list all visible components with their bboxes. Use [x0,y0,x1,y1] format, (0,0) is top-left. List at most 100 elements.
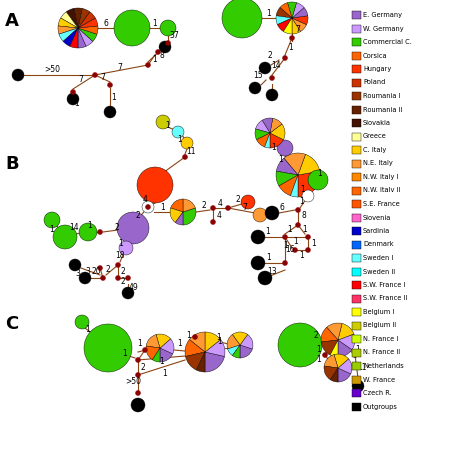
Text: 1: 1 [88,221,92,230]
Wedge shape [324,355,338,368]
Circle shape [210,206,216,211]
Wedge shape [255,120,270,133]
Text: 8: 8 [160,50,164,60]
Wedge shape [292,3,304,18]
Wedge shape [338,334,355,350]
Text: Corsica: Corsica [363,53,388,58]
Bar [352,132,361,141]
Text: Poland: Poland [363,79,385,85]
Circle shape [117,212,149,244]
Text: 18: 18 [115,251,125,260]
Circle shape [69,259,81,271]
Wedge shape [321,340,338,355]
Wedge shape [284,153,306,175]
Text: 1: 1 [74,100,79,109]
Text: 1: 1 [272,144,276,153]
Circle shape [283,56,288,61]
Circle shape [136,357,140,362]
Text: 1: 1 [165,120,170,129]
Text: Netherlands: Netherlands [363,363,404,369]
Text: A: A [5,12,19,30]
Circle shape [306,247,310,252]
Bar [352,200,361,208]
Text: 7: 7 [100,72,105,82]
Circle shape [270,75,274,80]
Text: N. France I: N. France I [363,336,398,342]
Wedge shape [330,340,338,357]
Text: 2: 2 [201,201,206,210]
Circle shape [12,69,24,81]
Circle shape [295,223,301,228]
Text: 2: 2 [141,362,146,371]
Text: 2: 2 [115,223,119,232]
Bar [352,106,361,114]
Circle shape [251,256,265,270]
Wedge shape [146,346,160,360]
Wedge shape [240,345,252,358]
Wedge shape [232,345,240,358]
Circle shape [283,260,288,265]
Circle shape [131,398,145,412]
Circle shape [259,62,271,74]
Text: 11: 11 [357,362,367,371]
Text: 1: 1 [356,344,360,353]
Text: 14: 14 [69,224,79,233]
Bar [352,389,361,397]
Bar [352,38,361,46]
Wedge shape [228,345,240,356]
Bar [352,25,361,32]
Wedge shape [288,2,297,18]
Text: 2: 2 [120,277,126,286]
Circle shape [92,72,98,78]
Wedge shape [170,208,183,223]
Wedge shape [185,339,205,357]
Wedge shape [156,334,171,348]
Wedge shape [66,9,78,28]
Bar [352,52,361,60]
Circle shape [308,170,328,190]
Text: 37: 37 [169,31,179,40]
Wedge shape [160,339,174,354]
Text: 1: 1 [266,254,272,263]
Text: 2: 2 [120,267,126,276]
Bar [352,308,361,316]
Text: 1: 1 [187,330,191,339]
Text: 49: 49 [129,282,139,291]
Circle shape [253,208,267,222]
Text: Commercial C.: Commercial C. [363,39,412,45]
Circle shape [98,265,102,270]
Text: 6: 6 [103,18,109,27]
Text: 1: 1 [318,170,322,179]
Wedge shape [205,332,220,352]
Circle shape [283,234,288,239]
Wedge shape [256,133,270,147]
Wedge shape [240,335,253,349]
Circle shape [114,10,150,46]
Bar [352,65,361,73]
Wedge shape [59,28,78,41]
Text: 1: 1 [137,339,142,348]
Text: 4: 4 [143,195,147,204]
Bar [352,186,361,194]
Circle shape [258,271,272,285]
Circle shape [353,352,357,357]
Text: 13: 13 [267,268,277,277]
Circle shape [146,62,151,67]
Text: B: B [5,155,18,173]
Wedge shape [292,18,301,34]
Text: 2: 2 [106,265,110,274]
Bar [352,11,361,19]
Text: N.W. Italy I: N.W. Italy I [363,174,398,180]
Bar [352,295,361,303]
Bar [352,146,361,154]
Wedge shape [292,8,308,18]
Wedge shape [78,28,86,48]
Text: >50: >50 [44,66,60,75]
Bar [352,79,361,87]
Circle shape [116,276,120,281]
Circle shape [266,89,278,101]
Text: 1: 1 [178,339,182,348]
Text: 6: 6 [280,203,284,212]
Wedge shape [276,16,292,25]
Wedge shape [171,199,183,212]
